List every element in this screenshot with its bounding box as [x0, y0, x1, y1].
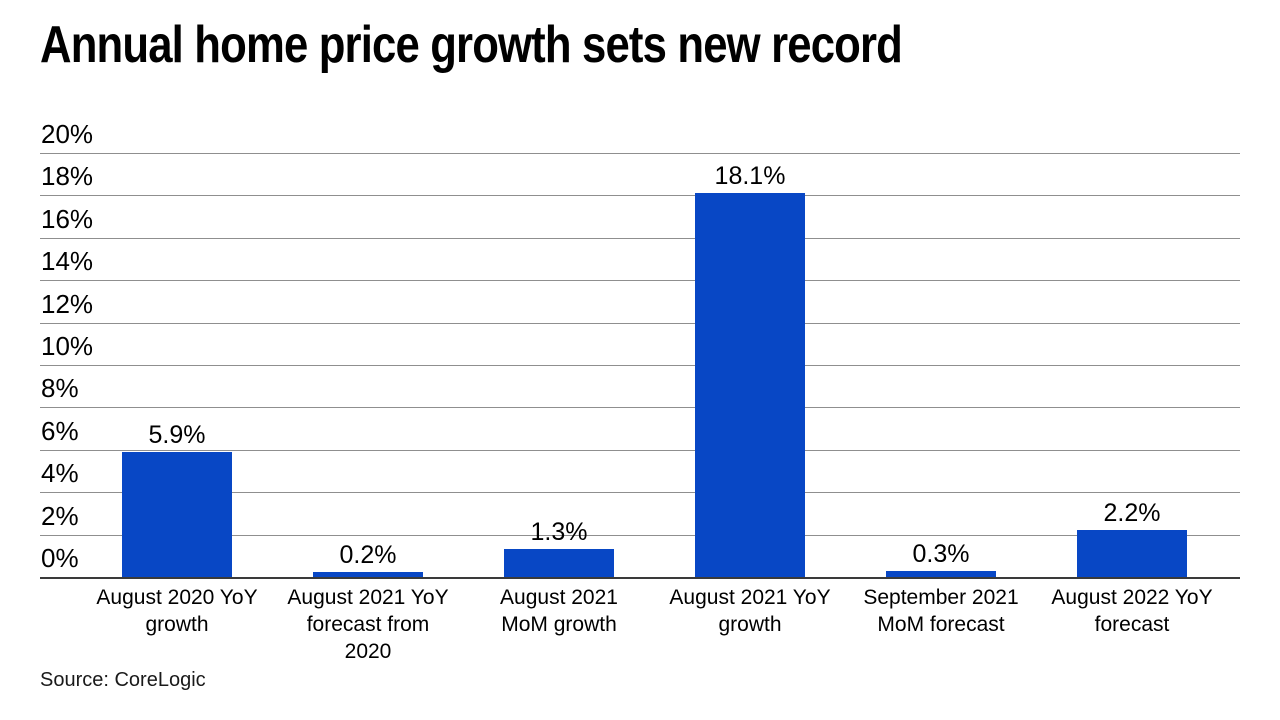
- bar-value-label: 2.2%: [1103, 499, 1161, 527]
- bar-category-label-line: 2020: [344, 640, 392, 663]
- gridline: [40, 407, 1240, 408]
- gridline: [40, 153, 1240, 154]
- bar-category-label: August 2021 YoY growth: [654, 584, 846, 638]
- y-tick-label: 8%: [41, 373, 79, 403]
- bar-category-label-line: growth: [145, 613, 209, 636]
- bar-category-label-line: August 2021 YoY: [669, 586, 831, 609]
- bar-category-label-line: September 2021: [863, 586, 1019, 609]
- bar-value-label: 18.1%: [714, 162, 786, 190]
- y-tick-label: 20%: [41, 119, 94, 149]
- y-tick-label: 6%: [41, 416, 79, 446]
- bar-value-label: 0.2%: [339, 541, 397, 569]
- bar-category-label: August 2021 YoY forecast from 2020: [272, 584, 464, 665]
- bar-value-label: 1.3%: [530, 518, 588, 546]
- bar: [886, 571, 996, 577]
- bar: [504, 549, 614, 577]
- baseline-gridline: [40, 577, 1240, 579]
- bar: [122, 452, 232, 577]
- gridline: [40, 365, 1240, 366]
- gridline: [40, 238, 1240, 239]
- y-tick-label: 16%: [41, 204, 94, 234]
- y-tick-label: 4%: [41, 458, 79, 488]
- gridline: [40, 450, 1240, 451]
- y-tick-label: 14%: [41, 246, 94, 276]
- bar: [1077, 530, 1187, 577]
- bar-value-label: 5.9%: [148, 421, 206, 449]
- gridline: [40, 492, 1240, 493]
- y-tick-label: 10%: [41, 331, 94, 361]
- y-tick-label: 2%: [41, 501, 79, 531]
- y-tick-label: 12%: [41, 289, 94, 319]
- bar-value-label: 0.3%: [912, 540, 970, 568]
- bar-category-label-line: August 2021 YoY: [287, 586, 449, 609]
- bar-category-label-line: August 2022 YoY: [1051, 586, 1213, 609]
- bar-category-label-line: forecast from: [306, 613, 430, 636]
- bar-category-label-line: August 2020 YoY: [96, 586, 258, 609]
- chart-title: Annual home price growth sets new record: [40, 16, 903, 74]
- bar-category-label-line: August 2021: [500, 586, 618, 609]
- gridline: [40, 195, 1240, 196]
- source-note: Source: CoreLogic: [40, 669, 206, 691]
- bar-category-label-line: MoM forecast: [877, 613, 1005, 636]
- bar-category-label-line: MoM growth: [501, 613, 617, 636]
- bar-category-label: August 2022 YoY forecast: [1036, 584, 1228, 638]
- bar-category-label-line: forecast: [1094, 613, 1170, 636]
- bar-category-label: August 2020 YoY growth: [81, 584, 273, 638]
- gridline: [40, 323, 1240, 324]
- gridline: [40, 535, 1240, 536]
- bar-category-label: August 2021 MoM growth: [463, 584, 655, 638]
- bar: [695, 193, 805, 577]
- plot-area: 0% 2% 4% 6% 8% 10% 12% 14% 16% 18% 20% 5.9% August 2…: [40, 0, 1240, 665]
- gridline: [40, 280, 1240, 281]
- y-tick-label: 0%: [41, 543, 79, 573]
- bar-category-label: September 2021 MoM forecast: [845, 584, 1037, 638]
- bar-category-label-line: growth: [718, 613, 782, 636]
- y-tick-label: 18%: [41, 161, 94, 191]
- bar: [313, 572, 423, 577]
